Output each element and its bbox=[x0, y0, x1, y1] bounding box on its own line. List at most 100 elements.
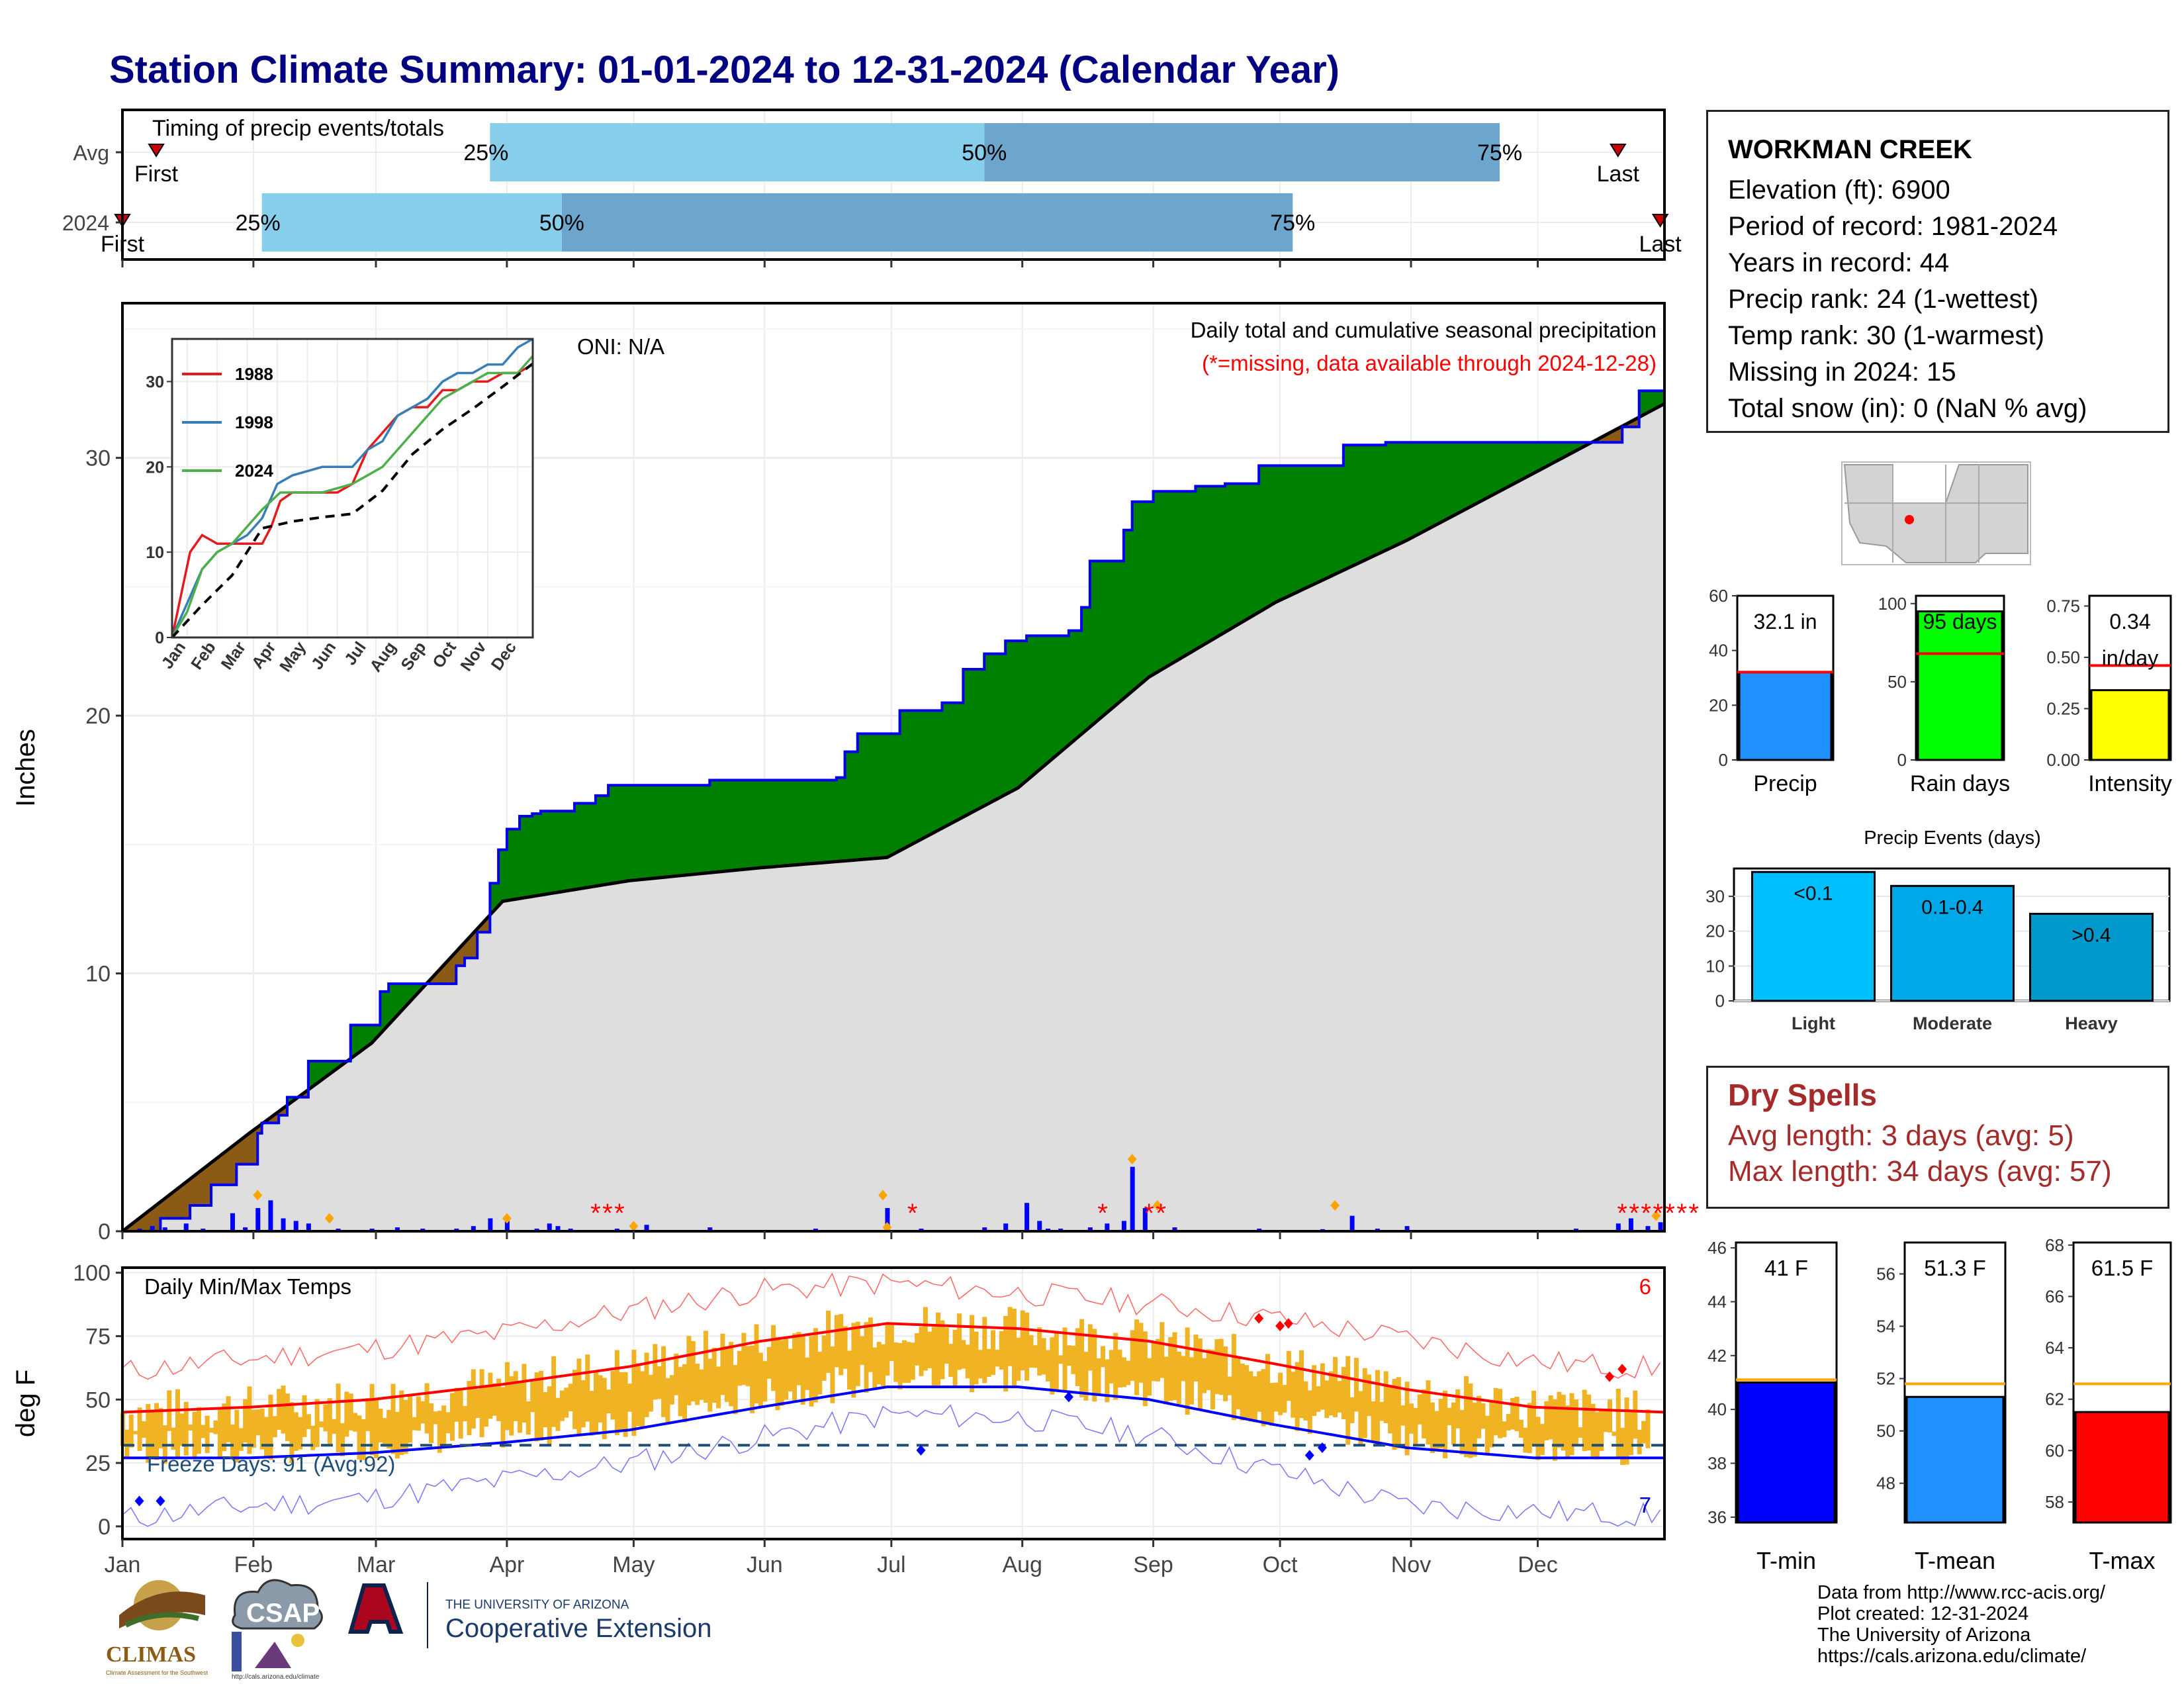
daily-temp-bar bbox=[1586, 1394, 1592, 1451]
above-normal-area bbox=[971, 669, 976, 814]
above-normal-area bbox=[1182, 491, 1188, 658]
daily-temp-bar bbox=[855, 1321, 860, 1386]
daily-precip-bar bbox=[230, 1213, 235, 1231]
daily-temp-bar bbox=[754, 1324, 759, 1403]
y-tick-label: 50 bbox=[85, 1387, 111, 1413]
daily-temp-bar bbox=[564, 1387, 569, 1418]
daily-temp-bar bbox=[1193, 1335, 1199, 1382]
above-normal-area bbox=[1017, 640, 1023, 789]
above-normal-area bbox=[1136, 501, 1141, 688]
daily-temp-bar bbox=[910, 1342, 915, 1380]
record-high-marker bbox=[1254, 1313, 1264, 1324]
above-normal-area bbox=[1068, 630, 1073, 746]
daily-temp-bar bbox=[387, 1409, 392, 1449]
daily-temp-bar bbox=[1046, 1350, 1050, 1382]
above-normal-area bbox=[1444, 442, 1449, 521]
daily-temp-bar bbox=[353, 1413, 358, 1432]
timing-label-75: 75% bbox=[1270, 211, 1315, 236]
above-normal-area bbox=[1393, 442, 1399, 547]
above-normal-area bbox=[646, 784, 651, 880]
daily-temp-bar bbox=[281, 1385, 286, 1434]
daily-temp-bar bbox=[255, 1409, 261, 1436]
daily-temp-bar bbox=[1058, 1355, 1064, 1364]
daily-temp-bar bbox=[893, 1342, 899, 1382]
daily-temp-bar bbox=[1447, 1407, 1452, 1425]
above-normal-area bbox=[1283, 465, 1289, 599]
timing-title: Timing of precip events/totals bbox=[152, 116, 444, 141]
events-title: Precip Events (days) bbox=[1864, 827, 2041, 849]
daily-temp-bar bbox=[1417, 1394, 1422, 1425]
above-normal-area bbox=[1474, 442, 1479, 506]
above-normal-area bbox=[1043, 635, 1048, 767]
above-normal-area bbox=[760, 779, 765, 868]
above-normal-area bbox=[1359, 444, 1365, 563]
above-normal-area bbox=[802, 779, 807, 865]
daily-temp-bar bbox=[1155, 1338, 1160, 1382]
daily-temp-bar bbox=[1641, 1421, 1647, 1444]
daily-temp-bar bbox=[1252, 1376, 1257, 1423]
daily-temp-bar bbox=[1248, 1371, 1253, 1422]
above-normal-area bbox=[912, 710, 917, 845]
daily-precip-bar bbox=[1024, 1203, 1030, 1231]
daily-temp-bar bbox=[463, 1406, 468, 1422]
above-normal-area bbox=[599, 795, 605, 886]
timing-bar-50-75 bbox=[561, 193, 1293, 252]
above-normal-area bbox=[1026, 635, 1031, 782]
daily-temp-bar bbox=[1628, 1412, 1633, 1456]
daily-temp-bar bbox=[141, 1421, 146, 1438]
daily-temp-bar bbox=[1523, 1427, 1528, 1453]
daily-temp-bar bbox=[805, 1357, 810, 1390]
daily-temp-bar bbox=[543, 1392, 548, 1428]
daily-temp-bar bbox=[1100, 1346, 1105, 1368]
above-normal-area bbox=[1051, 635, 1057, 761]
above-normal-area bbox=[950, 702, 956, 825]
daily-temp-bar bbox=[1096, 1358, 1101, 1396]
timing-label-first: First bbox=[134, 162, 179, 187]
daily-temp-bar bbox=[830, 1346, 835, 1403]
above-normal-area bbox=[937, 710, 942, 831]
above-normal-area bbox=[794, 779, 799, 866]
above-normal-area bbox=[1330, 465, 1336, 577]
daily-temp-bar bbox=[146, 1404, 151, 1463]
daily-temp-bar bbox=[897, 1342, 903, 1389]
events-y-tick-label: 10 bbox=[1706, 956, 1725, 976]
daily-temp-bar bbox=[986, 1348, 991, 1377]
station-line: Elevation (ft): 6900 bbox=[1728, 175, 1950, 205]
daily-temp-bar bbox=[1582, 1389, 1587, 1452]
above-normal-area bbox=[578, 803, 584, 890]
daily-precip-bar bbox=[1037, 1221, 1042, 1231]
above-normal-area bbox=[1178, 491, 1183, 661]
daily-temp-bar bbox=[619, 1372, 624, 1431]
daily-precip-bar bbox=[1003, 1223, 1009, 1231]
daily-temp-bar bbox=[1168, 1336, 1173, 1401]
daily-temp-bar bbox=[733, 1365, 738, 1415]
csap-wordmark: CSAP bbox=[246, 1599, 320, 1628]
freeze-days-label: Freeze Days: 91 (Avg:92) bbox=[147, 1452, 395, 1476]
daily-temp-bar bbox=[1261, 1369, 1266, 1427]
temp-summary-bar bbox=[2074, 1411, 2170, 1524]
daily-temp-bar bbox=[1468, 1383, 1473, 1458]
timing-label-75: 75% bbox=[1477, 140, 1522, 165]
daily-temp-bar bbox=[1557, 1391, 1562, 1448]
daily-temp-bar bbox=[1396, 1377, 1401, 1448]
source-line: https://cals.arizona.edu/climate/ bbox=[1817, 1646, 2087, 1667]
daily-temp-bar bbox=[699, 1369, 704, 1400]
above-normal-area bbox=[1111, 560, 1116, 710]
daily-temp-bar bbox=[1599, 1410, 1604, 1451]
dry-spells-avg: Avg length: 3 days (avg: 5) bbox=[1728, 1119, 2074, 1152]
missing-marker: * bbox=[1097, 1199, 1108, 1228]
daily-precip-bar bbox=[1615, 1223, 1621, 1231]
daily-temp-bar bbox=[1569, 1393, 1574, 1456]
x-tick-label: Sep bbox=[1133, 1552, 1173, 1577]
daily-temp-bar bbox=[1434, 1411, 1439, 1452]
daily-temp-bar bbox=[1345, 1356, 1351, 1445]
daily-precip-bar bbox=[1105, 1223, 1110, 1231]
daily-temp-bar bbox=[674, 1353, 679, 1395]
above-normal-area bbox=[637, 784, 643, 880]
above-normal-area bbox=[866, 733, 871, 860]
timing-label-50: 50% bbox=[962, 140, 1007, 165]
daily-temp-bar bbox=[424, 1383, 430, 1434]
daily-precip-bar bbox=[644, 1225, 649, 1231]
daily-temp-bar bbox=[901, 1340, 907, 1383]
daily-temp-bar bbox=[758, 1352, 763, 1407]
